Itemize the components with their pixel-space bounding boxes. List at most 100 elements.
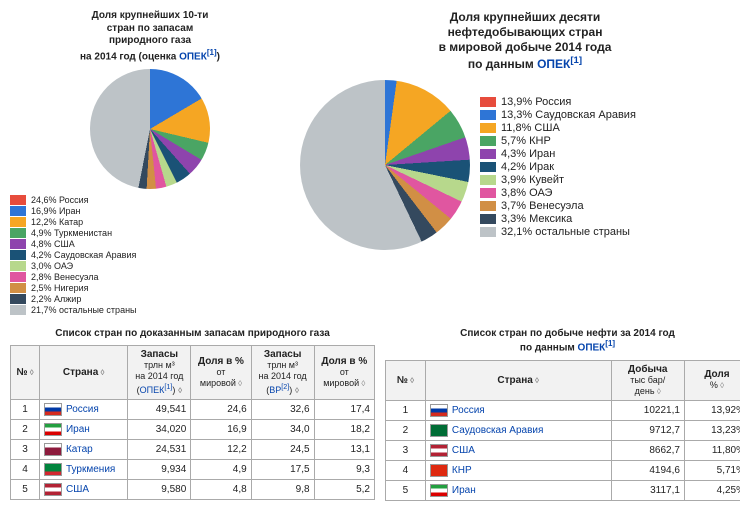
country-link[interactable]: Россия xyxy=(452,405,485,416)
cell-val: 11,80% xyxy=(684,440,740,460)
legend-label: 3,0% ОАЭ xyxy=(31,261,73,271)
cell-val: 13,92% xyxy=(684,400,740,420)
cell-val: 4,8 xyxy=(191,480,251,500)
cell-val: 24,531 xyxy=(128,440,191,460)
table-row: 2Саудовская Аравия9712,713,23% xyxy=(386,420,740,440)
col-no[interactable]: № xyxy=(11,346,40,400)
legend-label: 4,2% Ирак xyxy=(501,161,554,173)
country-link[interactable]: Иран xyxy=(66,424,90,435)
legend-item: 4,2% Ирак xyxy=(480,161,636,173)
legend-item: 2,8% Венесуэла xyxy=(10,272,290,282)
legend-swatch xyxy=(480,149,496,159)
legend-label: 13,9% Россия xyxy=(501,96,571,108)
legend-swatch xyxy=(10,272,26,282)
cell-country: Иран xyxy=(425,480,611,500)
table-row: 3Катар24,53112,224,513,1 xyxy=(11,440,375,460)
legend-item: 32,1% остальные страны xyxy=(480,226,636,238)
col-share-bp[interactable]: Доля в % от мировой xyxy=(314,346,374,400)
opec-link[interactable]: ОПЕК xyxy=(179,51,207,62)
cell-val: 34,0 xyxy=(251,420,314,440)
cell-no: 1 xyxy=(11,400,40,420)
country-link[interactable]: США xyxy=(452,445,475,456)
legend-label: 2,8% Венесуэла xyxy=(31,272,99,282)
col-no[interactable]: № xyxy=(386,360,426,400)
legend-swatch xyxy=(480,110,496,120)
legend-swatch xyxy=(10,228,26,238)
col-reserves-bp[interactable]: Запасы трлн м³ на 2014 год (BP[2]) xyxy=(251,346,314,400)
legend-swatch xyxy=(10,261,26,271)
cell-val: 16,9 xyxy=(191,420,251,440)
country-link[interactable]: Саудовская Аравия xyxy=(452,425,544,436)
cell-country: США xyxy=(425,440,611,460)
flag-icon xyxy=(430,484,448,497)
country-link[interactable]: США xyxy=(66,484,89,495)
flag-icon xyxy=(44,423,62,436)
footnote-ref[interactable]: [1] xyxy=(207,48,217,57)
col-share-opec[interactable]: Доля в % от мировой xyxy=(191,346,251,400)
gas-table-title: Список стран по доказанным запасам приро… xyxy=(10,328,375,339)
legend-item: 4,3% Иран xyxy=(480,148,636,160)
cell-no: 4 xyxy=(386,460,426,480)
legend-item: 4,9% Туркменистан xyxy=(10,228,290,238)
oil-chart-title: Доля крупнейших десяти нефтедобывающих с… xyxy=(300,10,740,72)
oil-chart-block: Доля крупнейших десяти нефтедобывающих с… xyxy=(300,10,740,316)
gas-table: № Страна Запасы трлн м³ на 2014 год (ОПЕ… xyxy=(10,345,375,500)
legend-label: 5,7% КНР xyxy=(501,135,551,147)
cell-val: 9,580 xyxy=(128,480,191,500)
legend-swatch xyxy=(10,217,26,227)
cell-val: 9,934 xyxy=(128,460,191,480)
flag-icon xyxy=(430,424,448,437)
country-link[interactable]: Катар xyxy=(66,444,93,455)
legend-item: 13,9% Россия xyxy=(480,96,636,108)
legend-item: 3,8% ОАЭ xyxy=(480,187,636,199)
country-link[interactable]: КНР xyxy=(452,465,472,476)
cell-no: 4 xyxy=(11,460,40,480)
cell-no: 3 xyxy=(386,440,426,460)
charts-row: Доля крупнейших 10-ти стран по запасам п… xyxy=(10,10,740,316)
cell-country: КНР xyxy=(425,460,611,480)
oil-table-block: Список стран по добыче нефти за 2014 год… xyxy=(385,316,740,500)
legend-item: 4,8% США xyxy=(10,239,290,249)
legend-label: 3,7% Венесуэла xyxy=(501,200,584,212)
legend-label: 13,3% Саудовская Аравия xyxy=(501,109,636,121)
cell-val: 9,3 xyxy=(314,460,374,480)
cell-no: 5 xyxy=(386,480,426,500)
legend-item: 16,9% Иран xyxy=(10,206,290,216)
flag-icon xyxy=(44,443,62,456)
legend-swatch xyxy=(480,136,496,146)
oil-table-title: Список стран по добыче нефти за 2014 год… xyxy=(385,328,740,353)
table-row: 3США8662,711,80% xyxy=(386,440,740,460)
legend-item: 11,8% США xyxy=(480,122,636,134)
col-reserves-opec[interactable]: Запасы трлн м³ на 2014 год (ОПЕК[1]) xyxy=(128,346,191,400)
legend-item: 5,7% КНР xyxy=(480,135,636,147)
col-country[interactable]: Страна xyxy=(425,360,611,400)
footnote-ref[interactable]: [1] xyxy=(570,55,582,66)
legend-item: 13,3% Саудовская Аравия xyxy=(480,109,636,121)
col-share[interactable]: Доля % xyxy=(684,360,740,400)
country-link[interactable]: Иран xyxy=(452,485,476,496)
cell-country: США xyxy=(39,480,127,500)
col-country[interactable]: Страна xyxy=(39,346,127,400)
flag-icon xyxy=(430,444,448,457)
footnote-ref[interactable]: [1] xyxy=(605,339,615,348)
cell-val: 17,4 xyxy=(314,400,374,420)
cell-val: 24,6 xyxy=(191,400,251,420)
cell-country: Россия xyxy=(39,400,127,420)
table-row: 5США9,5804,89,85,2 xyxy=(11,480,375,500)
country-link[interactable]: Россия xyxy=(66,404,99,415)
cell-val: 49,541 xyxy=(128,400,191,420)
legend-swatch xyxy=(10,239,26,249)
flag-icon xyxy=(430,404,448,417)
cell-val: 4,9 xyxy=(191,460,251,480)
legend-swatch xyxy=(10,294,26,304)
cell-val: 12,2 xyxy=(191,440,251,460)
gas-legend: 24,6% Россия16,9% Иран12,2% Катар4,9% Ту… xyxy=(10,195,290,315)
opec-link[interactable]: ОПЕК xyxy=(537,57,570,71)
opec-link[interactable]: ОПЕК xyxy=(578,343,606,354)
col-production[interactable]: Добыча тыс бар/ день xyxy=(611,360,684,400)
legend-item: 12,2% Катар xyxy=(10,217,290,227)
oil-pie xyxy=(300,80,470,250)
legend-label: 3,9% Кувейт xyxy=(501,174,564,186)
legend-label: 4,3% Иран xyxy=(501,148,555,160)
country-link[interactable]: Туркмения xyxy=(66,464,115,475)
